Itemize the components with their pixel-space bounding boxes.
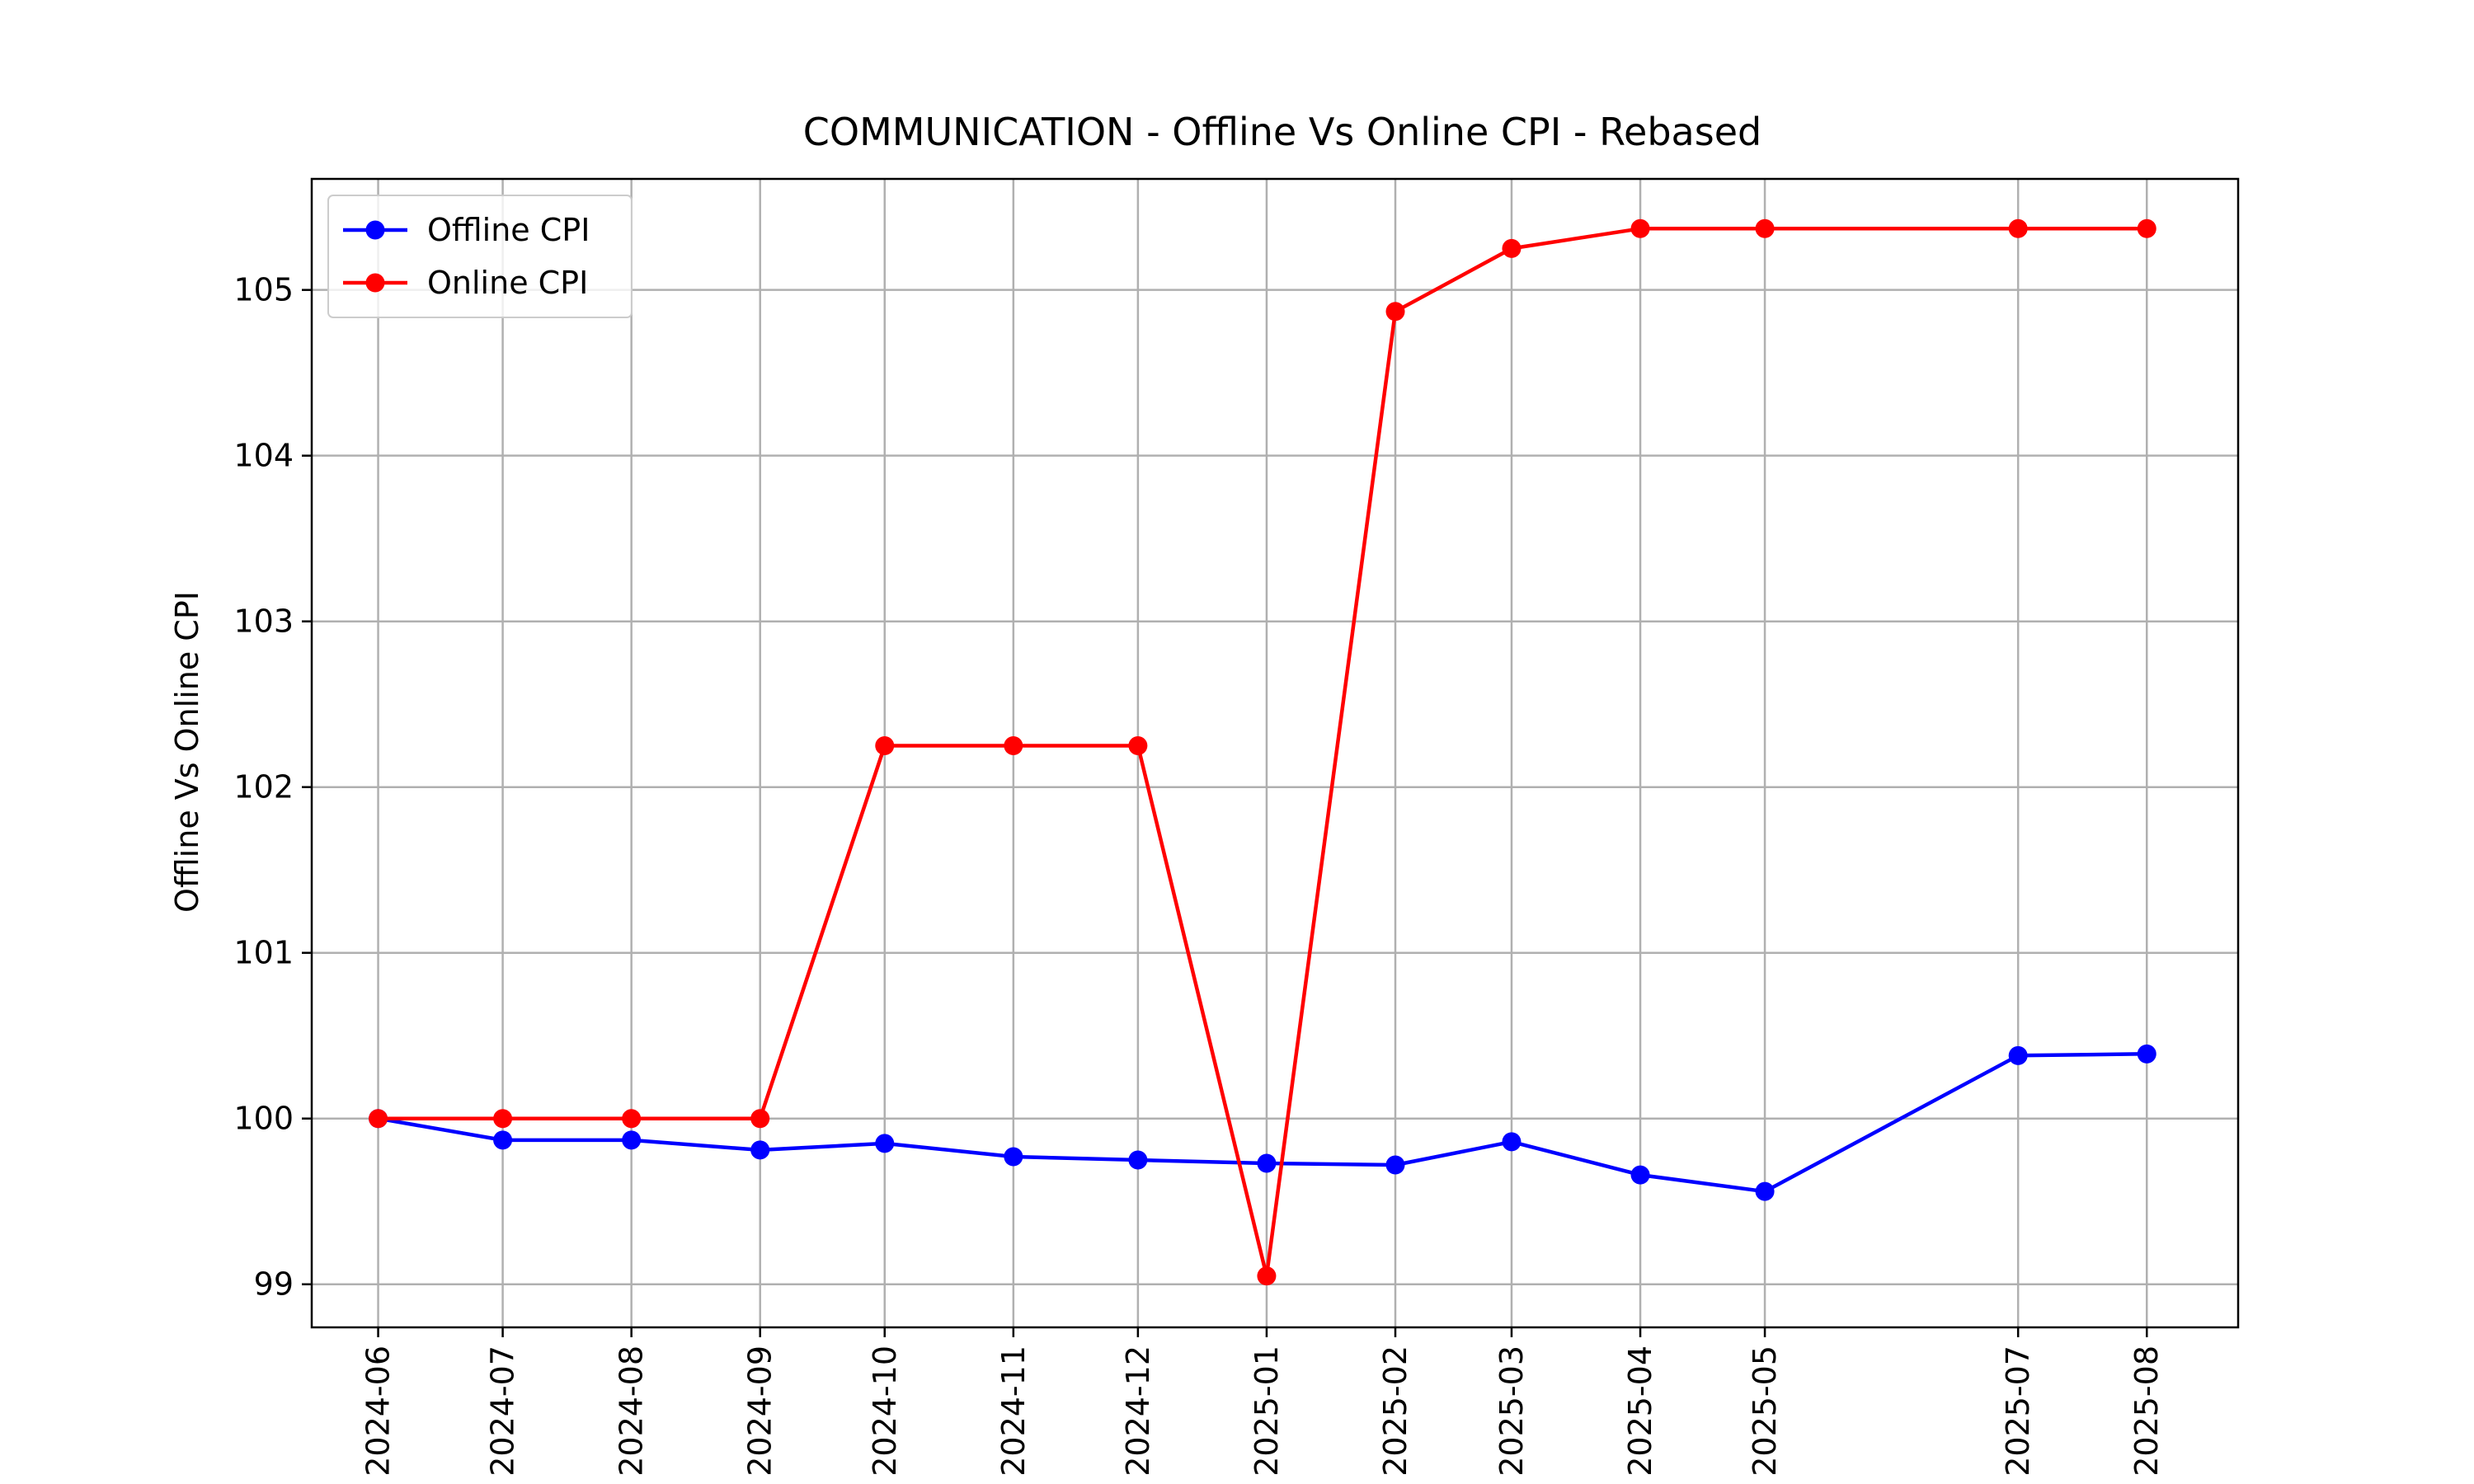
y-tick-label: 103 bbox=[233, 603, 294, 640]
data-point bbox=[1385, 302, 1405, 322]
data-point bbox=[622, 1130, 642, 1150]
data-point bbox=[493, 1109, 513, 1129]
x-tick-label: 2025-07 bbox=[2000, 1345, 2036, 1477]
data-point bbox=[1257, 1153, 1277, 1173]
x-ticks: 2024-06 2024-07 2024-08 2024-09 2024-10 2024-… bbox=[360, 1327, 2165, 1477]
x-tick-label: 2025-04 bbox=[1622, 1345, 1658, 1477]
data-point bbox=[1630, 1165, 1650, 1185]
data-point bbox=[1502, 238, 1522, 258]
data-point bbox=[750, 1109, 770, 1129]
series-layer bbox=[369, 218, 2157, 1286]
data-point bbox=[1385, 1155, 1405, 1175]
x-tick-label: 2024-08 bbox=[614, 1345, 650, 1477]
legend-marker bbox=[365, 273, 385, 293]
legend-label: Online CPI bbox=[427, 265, 588, 301]
x-tick-label: 2024-12 bbox=[1120, 1345, 1156, 1477]
x-tick-label: 2024-07 bbox=[485, 1345, 521, 1477]
data-point bbox=[1257, 1266, 1277, 1286]
data-point bbox=[2137, 218, 2157, 238]
x-tick-label: 2025-03 bbox=[1493, 1345, 1530, 1477]
data-point bbox=[2137, 1044, 2157, 1064]
data-point bbox=[1128, 735, 1148, 755]
x-tick-label: 2025-05 bbox=[1747, 1345, 1783, 1477]
x-tick-label: 2025-02 bbox=[1377, 1345, 1413, 1477]
legend-box bbox=[327, 195, 633, 318]
data-point bbox=[1502, 1132, 1522, 1152]
data-point bbox=[1630, 218, 1650, 238]
x-tick-label: 2024-06 bbox=[360, 1345, 397, 1477]
x-tick-label: 2025-08 bbox=[2128, 1345, 2165, 1477]
y-axis-label: Offline Vs Online CPI bbox=[169, 591, 205, 913]
plot-frame bbox=[310, 177, 2240, 1329]
data-point bbox=[1755, 1181, 1775, 1201]
legend-marker bbox=[365, 220, 385, 240]
data-point bbox=[622, 1109, 642, 1129]
y-tick-label: 100 bbox=[233, 1101, 294, 1137]
series-line-0 bbox=[378, 1052, 2147, 1194]
y-tick-label: 105 bbox=[233, 272, 294, 308]
data-point bbox=[2008, 1045, 2028, 1065]
y-tick-label: 104 bbox=[233, 438, 294, 474]
grid bbox=[312, 179, 2238, 1327]
data-point bbox=[2008, 218, 2028, 238]
data-point bbox=[875, 735, 895, 755]
y-tick-label: 102 bbox=[233, 769, 294, 805]
y-tick-label: 99 bbox=[254, 1266, 294, 1303]
legend: Offline CPI Online CPI bbox=[327, 195, 633, 318]
series-line-1 bbox=[378, 227, 2147, 1278]
x-tick-label: 2024-09 bbox=[742, 1345, 778, 1477]
data-point bbox=[750, 1140, 770, 1160]
legend-label: Offline CPI bbox=[427, 212, 590, 248]
x-tick-label: 2024-10 bbox=[867, 1345, 903, 1477]
x-tick-label: 2024-11 bbox=[995, 1345, 1032, 1477]
y-tick-label: 101 bbox=[233, 935, 294, 971]
data-point bbox=[1004, 735, 1023, 755]
data-point bbox=[1004, 1147, 1023, 1167]
data-point bbox=[1128, 1150, 1148, 1170]
data-point bbox=[875, 1134, 895, 1153]
data-point bbox=[1755, 218, 1775, 238]
x-tick-label: 2025-01 bbox=[1249, 1345, 1285, 1477]
chart-title: COMMUNICATION - Offline Vs Online CPI - … bbox=[803, 110, 1761, 154]
y-ticks: 99 100 101 102 103 104 105 bbox=[233, 272, 312, 1303]
data-point bbox=[493, 1130, 513, 1150]
data-point bbox=[369, 1109, 388, 1129]
